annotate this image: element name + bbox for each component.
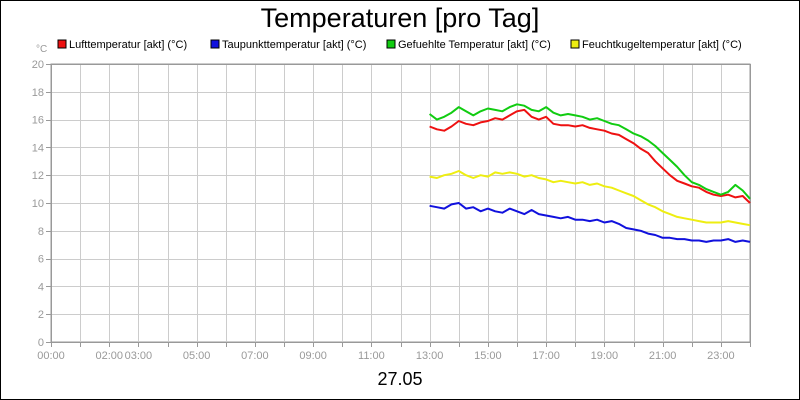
legend-label: Lufttemperatur [akt] (°C): [69, 39, 187, 51]
x-tick-label: 17:00: [532, 350, 560, 362]
y-tick-label: 14: [32, 142, 44, 154]
legend-swatch: [386, 39, 396, 49]
legend-label: Taupunkttemperatur [akt] (°C): [222, 39, 366, 51]
y-axis-unit: °C: [36, 44, 47, 55]
legend-label: Gefuehlte Temperatur [akt] (°C): [398, 39, 551, 51]
y-tick-label: 18: [32, 87, 44, 99]
grid: [46, 64, 751, 347]
legend-item: Taupunkttemperatur [akt] (°C): [210, 39, 366, 51]
y-tick-label: 4: [38, 281, 44, 293]
y-tick-label: 12: [32, 170, 44, 182]
y-tick-label: 0: [38, 337, 44, 349]
y-tick-label: 8: [38, 226, 44, 238]
chart-title: Temperaturen [pro Tag]: [261, 3, 540, 33]
legend-item: Gefuehlte Temperatur [akt] (°C): [386, 39, 551, 51]
plot-border: [51, 64, 751, 343]
series-lines: [428, 103, 751, 243]
y-tick-label: 10: [32, 198, 44, 210]
legend-item: Feuchtkugeltemperatur [akt] (°C): [570, 39, 742, 51]
y-tick-label: 20: [32, 59, 44, 71]
legend-swatch: [570, 39, 580, 49]
x-tick-label: 13:00: [416, 350, 444, 362]
y-tick-label: 2: [38, 309, 44, 321]
legend-swatch: [210, 39, 220, 49]
x-tick-label: 02:00: [95, 350, 123, 362]
x-tick-label: 05:00: [183, 350, 211, 362]
series-line-1: [429, 108, 751, 204]
series-line-2: [429, 202, 751, 243]
x-tick-label: 23:00: [707, 350, 735, 362]
y-axis-ticks: 0 2 4 6 8 10 12 14 16 18 20: [32, 59, 44, 349]
x-tick-label: 19:00: [591, 350, 619, 362]
x-tick-label: 03:00: [125, 350, 153, 362]
x-tick-label: 21:00: [649, 350, 677, 362]
legend-swatch: [57, 39, 67, 49]
y-tick-label: 16: [32, 115, 44, 127]
series-line-4: [429, 170, 751, 227]
x-tick-label: 07:00: [241, 350, 269, 362]
legend-item: Lufttemperatur [akt] (°C): [57, 39, 187, 51]
x-tick-label: 09:00: [299, 350, 327, 362]
x-tick-label: 00:00: [37, 350, 65, 362]
legend-label: Feuchtkugeltemperatur [akt] (°C): [582, 39, 742, 51]
x-tick-label: 15:00: [474, 350, 502, 362]
x-tick-label: 11:00: [358, 350, 385, 362]
legend: Lufttemperatur [akt] (°C) Taupunkttempera…: [57, 39, 742, 51]
y-tick-label: 6: [38, 254, 44, 266]
series-line-3: [428, 103, 751, 200]
date-label: 27.05: [377, 369, 422, 389]
x-axis-ticks: 00:00 02:00 03:00 05:00 07:00 09:00 11:00 13:00…: [37, 350, 734, 362]
